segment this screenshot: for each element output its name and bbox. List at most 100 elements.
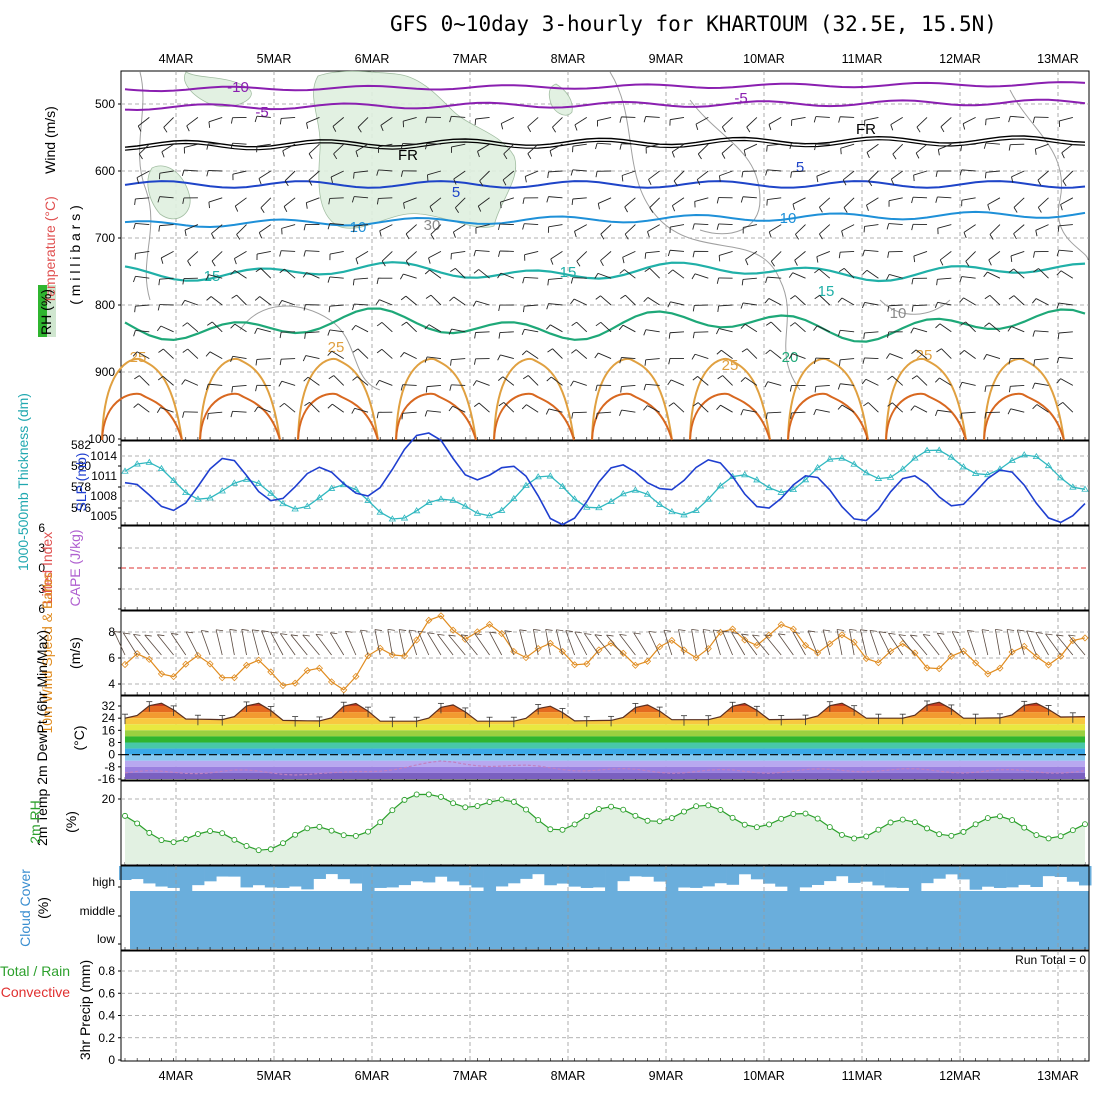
- cloud-high-bar: [228, 866, 241, 877]
- wind-barb-flag: [898, 634, 906, 636]
- wind-barb-flag: [816, 176, 819, 183]
- wind-barb-flag: [619, 269, 625, 274]
- wind-barb: [258, 170, 272, 179]
- rh-marker: [802, 810, 809, 817]
- cloud-high-bar: [1054, 866, 1068, 877]
- wind-barb: [696, 170, 709, 180]
- wind-speed-marker: [388, 651, 396, 659]
- wind-barb-flag: [813, 325, 818, 331]
- cloud-high-bar: [957, 866, 970, 880]
- wind-barb-flag: [425, 117, 428, 124]
- contour-label: 25: [722, 357, 739, 374]
- thickness-marker: [765, 483, 773, 491]
- wind-barb-flag: [819, 206, 823, 213]
- wind-speed-marker: [923, 664, 931, 672]
- cloud-high-bar: [1066, 866, 1080, 882]
- temp-contour: [124, 81, 1086, 93]
- wind-barb: [1060, 197, 1074, 205]
- wind-barb-flag: [935, 323, 941, 329]
- wind-barb: [1011, 170, 1025, 178]
- cloud-high-bar: [665, 866, 679, 892]
- wind-barb: [742, 196, 757, 199]
- bottom-date-label: 6MAR: [355, 1069, 390, 1083]
- wind-barb-flag: [965, 261, 970, 267]
- wind-barb: [746, 117, 758, 128]
- wind-barb: [460, 634, 478, 656]
- cloud-high-bar: [945, 866, 958, 875]
- wind-barb-flag: [550, 258, 554, 265]
- wind-barb-flag: [836, 629, 845, 631]
- wind-barb-flag: [303, 224, 306, 231]
- wind-barb: [648, 170, 660, 180]
- temp-ytick-label: 8: [108, 736, 115, 750]
- wind-barb: [355, 325, 369, 333]
- wind-barb-flag: [813, 357, 817, 364]
- wind-barb-flag: [234, 205, 239, 212]
- wind-barb-flag: [841, 230, 844, 237]
- rh-marker: [1069, 827, 1076, 834]
- wind-barb-flag: [345, 630, 353, 633]
- wind-barb: [208, 411, 223, 414]
- wind-barb-flag: [375, 380, 380, 386]
- wind-barb-flag: [254, 296, 260, 301]
- thick-ytick-label: 576: [71, 501, 91, 515]
- wind-barb-flag: [935, 410, 938, 417]
- wind-barb-flag: [745, 259, 749, 266]
- cloud-high-bar: [1079, 866, 1092, 886]
- cloud-high-bar: [398, 866, 411, 886]
- wind-barb: [961, 276, 976, 279]
- wind-barb: [519, 629, 527, 656]
- wind-barb-flag: [866, 152, 870, 158]
- wind-barb: [849, 629, 855, 656]
- wind-barb: [305, 250, 320, 252]
- cloud-high-bar: [434, 866, 448, 877]
- wind-barb: [791, 411, 806, 414]
- wind-barb: [159, 170, 174, 174]
- cloud-high-bar: [884, 866, 898, 888]
- wind-barb: [475, 331, 490, 333]
- wind-barb: [330, 170, 344, 178]
- wind-speed-marker: [352, 672, 360, 681]
- wind-barb: [672, 269, 685, 279]
- wind-barb: [746, 348, 758, 359]
- wind-barb-flag: [691, 629, 699, 631]
- thickness-marker: [570, 495, 579, 502]
- top-date-label: 12MAR: [939, 52, 981, 66]
- rh-marker: [826, 824, 833, 831]
- wind-barb: [987, 271, 1001, 279]
- wind-barb: [329, 304, 344, 307]
- wind-barb-flag: [477, 205, 482, 212]
- wind-barb-flag: [409, 629, 417, 632]
- rh-marker: [595, 806, 602, 812]
- wind-barb-flag: [302, 355, 307, 362]
- wind-barb-flag: [595, 143, 598, 150]
- wind-barb: [426, 356, 442, 360]
- wind-barb-flag: [448, 405, 453, 412]
- cloud-high-bar: [471, 866, 484, 888]
- wind-barb: [144, 634, 162, 656]
- wind-barb-flag: [740, 409, 744, 416]
- cloud-high-bar: [1006, 866, 1019, 888]
- wind-barb-flag: [134, 375, 140, 380]
- wind-barb-flag: [333, 153, 338, 160]
- wind-barb-flag: [1034, 148, 1037, 155]
- wind-barb-flag: [1037, 207, 1042, 213]
- wind-barb-flag: [716, 223, 720, 230]
- rh-marker: [255, 847, 262, 854]
- wind-barb: [986, 353, 1001, 360]
- wind-barb-flag: [205, 274, 210, 281]
- wind-barb: [600, 321, 612, 333]
- wind-barb: [270, 631, 284, 656]
- wind-barb: [822, 629, 831, 656]
- wind-barb: [597, 116, 612, 121]
- wind-barb-flag: [649, 207, 654, 213]
- thickness-label: 1000-500mb Thickness (dm): [15, 393, 31, 571]
- wind-barb: [284, 402, 296, 413]
- wind-barb: [524, 250, 539, 256]
- wind-barb-flag: [1056, 302, 1060, 309]
- wind-barb: [621, 170, 636, 176]
- wind10m-label: 10m Wind Speed & Barbs: [39, 572, 55, 733]
- wind-barb-flag: [913, 175, 915, 182]
- temp-band: [125, 754, 1085, 761]
